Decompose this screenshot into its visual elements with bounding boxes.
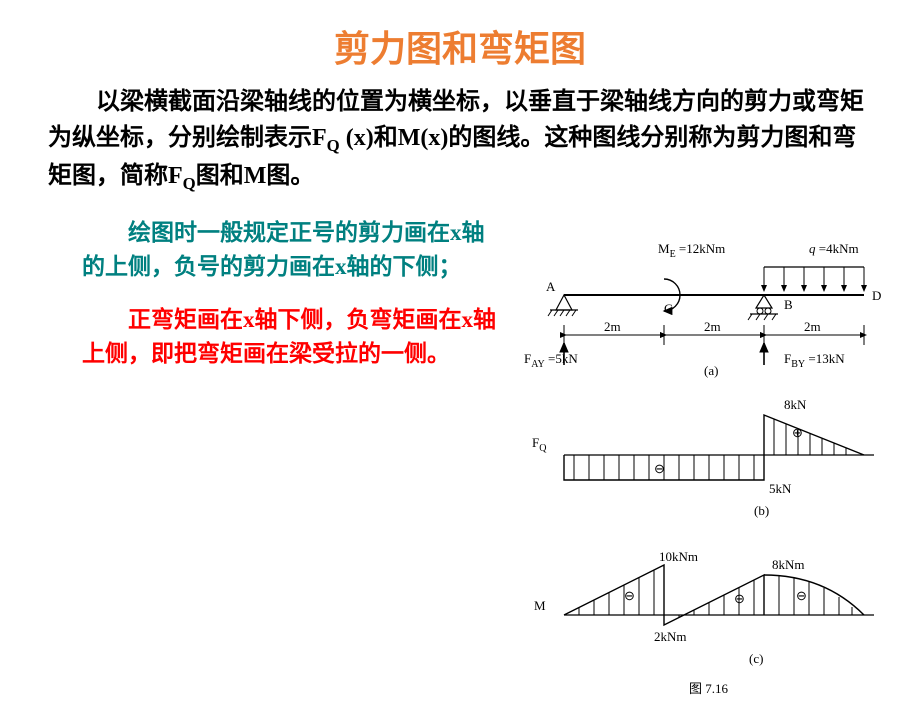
FQ-label: F [532, 435, 539, 450]
diagram-b: FQ ⊕ ⊖ 8kN 5kN (b) [532, 397, 874, 518]
beam-diagrams: ME =12kNm q =4kNm A C B D 2m 2m 2m FAY =… [524, 235, 904, 705]
FBY-label: F [784, 351, 791, 366]
minus-sign-b: ⊖ [654, 461, 665, 476]
para2-x2: x [335, 254, 347, 279]
caption-b: (b) [754, 503, 769, 518]
caption-c: (c) [749, 651, 763, 666]
paragraph-moment-rule: 正弯矩画在x轴下侧，负弯矩画在x轴上侧，即把弯矩画在梁受拉的一侧。 [0, 303, 512, 372]
FAY-val: =5kN [545, 351, 579, 366]
dim-3: 2m [804, 319, 821, 334]
label-C: C [664, 301, 673, 316]
para3-b: 轴下侧，负弯矩画在 [255, 307, 462, 332]
diagram-c: M 10kNm 8kNm 2kNm ⊖ ⊖ ⊖ (c) 图 7.16 [534, 549, 874, 696]
para2-c: 轴的下侧； [347, 254, 462, 279]
para3-x2: x [462, 307, 474, 332]
FQ-sub: Q [539, 443, 547, 454]
moment-v1: 10kNm [659, 549, 698, 564]
para2-a: 绘图时一般规定正号的剪力画在 [128, 220, 450, 245]
moment-v3: 2kNm [654, 629, 687, 644]
shear-top-val: 8kN [784, 397, 807, 412]
ME-label: M [658, 241, 670, 256]
svg-text:ME =12kNm: ME =12kNm [658, 241, 725, 260]
FAY-label: F [524, 351, 531, 366]
svg-text:FAY =5kN: FAY =5kN [524, 351, 578, 370]
ME-val: =12kNm [676, 241, 726, 256]
moment-v2: 8kNm [772, 557, 805, 572]
svg-text:FQ: FQ [532, 435, 547, 454]
minus-sign-c2: ⊖ [734, 591, 745, 606]
label-D: D [872, 288, 881, 303]
paragraph-shear-rule: 绘图时一般规定正号的剪力画在x轴的上侧，负号的剪力画在x轴的下侧； [0, 216, 512, 285]
svg-text:q =4kNm: q =4kNm [809, 241, 859, 256]
minus-sign-c1: ⊖ [624, 588, 635, 603]
para3-x1: x [243, 307, 255, 332]
minus-sign-c3: ⊖ [796, 588, 807, 603]
figure-label: 图 7.16 [689, 681, 729, 696]
FBY-val: =13kN [805, 351, 845, 366]
FAY-sub: AY [531, 359, 545, 370]
para1-text-3: 图和M图。 [196, 163, 315, 189]
para2-x1: x [450, 220, 462, 245]
page-title: 剪力图和弯矩图 [0, 20, 920, 72]
diagram-a: ME =12kNm q =4kNm A C B D 2m 2m 2m FAY =… [524, 241, 881, 378]
svg-text:FBY =13kN: FBY =13kN [784, 351, 845, 370]
shear-bot-val: 5kN [769, 481, 792, 496]
para1-subQ-1: Q [327, 136, 340, 155]
dim-1: 2m [604, 319, 621, 334]
paragraph-intro: 以梁横截面沿梁轴线的位置为横坐标，以垂直于梁轴线方向的剪力或弯矩为纵坐标，分别绘… [0, 84, 920, 196]
para3-a: 正弯矩画在 [128, 307, 243, 332]
para1-subQ-2: Q [183, 174, 196, 193]
M-label: M [534, 598, 546, 613]
label-B: B [784, 297, 793, 312]
plus-sign: ⊕ [792, 425, 803, 440]
q-val: =4kNm [816, 241, 859, 256]
dim-2: 2m [704, 319, 721, 334]
caption-a: (a) [704, 363, 718, 378]
FBY-sub: BY [791, 359, 805, 370]
label-A: A [546, 279, 556, 294]
